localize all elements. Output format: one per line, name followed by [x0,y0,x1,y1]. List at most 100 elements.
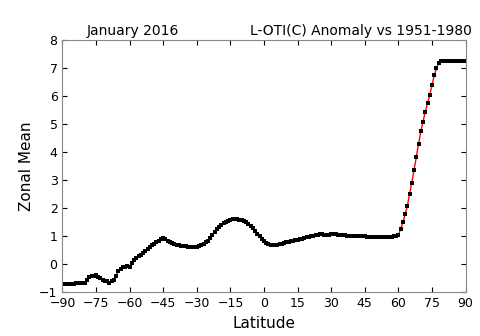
Point [200,242,207,247]
Point [251,228,259,234]
Point [379,235,386,240]
Point [88,274,96,279]
Point [108,279,116,284]
Point [325,232,333,237]
Point [256,234,264,239]
Point [260,239,268,244]
Point [204,238,212,243]
Point [159,236,167,241]
Point [314,232,322,237]
Point [410,167,418,172]
Point [128,260,136,265]
Point [437,58,445,64]
Point [110,277,118,282]
Point [81,280,89,285]
Point [227,217,234,222]
Point [397,226,405,232]
Point [222,219,230,224]
Point [74,281,82,286]
Y-axis label: Zonal Mean: Zonal Mean [19,122,34,211]
Point [327,232,335,237]
Point [173,242,180,247]
Point [61,281,69,287]
Point [348,234,355,239]
Point [59,281,66,287]
Point [334,232,342,237]
Point [300,235,308,241]
Point [354,234,362,239]
Point [332,232,339,237]
Point [432,66,440,71]
Point [352,234,360,239]
Point [330,232,337,237]
Point [384,235,391,240]
Point [435,60,443,66]
Point [289,238,297,244]
Point [247,223,254,228]
Point [150,241,158,247]
Point [157,237,165,242]
Point [412,154,420,159]
Point [166,239,174,245]
Point [170,242,178,247]
Point [392,233,400,239]
Point [350,234,358,239]
Point [321,232,328,237]
Point [285,239,292,245]
Point [307,234,315,239]
Point [85,274,93,280]
Point [68,281,75,287]
Point [415,141,422,146]
Point [153,240,160,245]
Point [451,58,458,64]
Point [421,109,429,114]
Point [345,233,353,239]
Point [233,216,241,222]
Point [439,58,447,64]
Point [424,101,432,106]
Point [144,246,151,252]
Point [455,58,463,64]
Point [238,217,245,223]
Point [175,243,183,248]
Point [180,243,187,249]
Point [385,235,393,240]
Point [323,232,331,238]
Point [63,281,71,287]
Point [426,92,433,97]
Point [242,220,250,225]
Point [130,257,138,263]
Point [92,272,100,278]
Point [168,241,176,246]
Point [381,235,389,240]
Point [137,252,144,257]
Point [303,235,311,240]
Point [368,235,375,240]
Point [135,254,143,259]
Point [390,234,398,239]
Point [132,255,140,261]
Point [419,119,427,124]
Point [139,250,147,255]
Point [253,231,261,236]
Point [305,234,312,240]
Point [119,264,127,270]
Text: January 2016: January 2016 [86,24,179,38]
Point [444,58,452,64]
Point [189,244,196,250]
Point [123,263,131,268]
Point [269,243,277,248]
Point [216,224,223,229]
Point [361,234,369,239]
Point [267,242,275,247]
Point [448,58,456,64]
Text: L-OTI(C) Anomaly vs 1951-1980: L-OTI(C) Anomaly vs 1951-1980 [250,24,471,38]
Point [249,225,257,230]
Point [287,239,295,244]
Point [310,233,317,239]
Point [217,222,225,227]
Point [278,241,286,246]
Point [338,233,346,238]
Point [96,276,104,281]
Point [213,226,221,232]
